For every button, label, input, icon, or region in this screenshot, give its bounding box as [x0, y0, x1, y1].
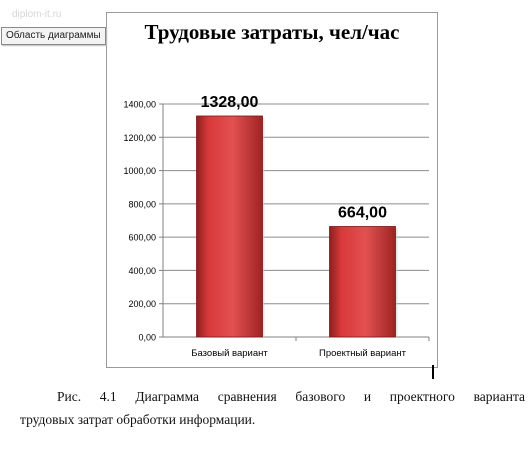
- caption-word: сравнения: [217, 389, 277, 404]
- figure-caption: Рис. 4.1 Диаграмма сравнения базового и проект…: [20, 385, 525, 431]
- caption-line-1: Рис. 4.1 Диаграмма сравнения базового и проект…: [20, 385, 525, 408]
- y-tick-label: 1000,00: [123, 166, 156, 176]
- y-tick-label: 200,00: [128, 299, 156, 309]
- text-cursor: [432, 365, 434, 379]
- bar-chart: 0,00 200,00 400,00 600,00 800,00 1000,00 1200,…: [123, 94, 430, 359]
- chart-area-tooltip: Область диаграммы: [1, 27, 106, 45]
- x-tick-label: Базовый вариант: [191, 348, 268, 359]
- data-label: 664,00: [338, 204, 387, 221]
- caption-word: 4.1: [99, 389, 117, 404]
- y-tick-label: 600,00: [128, 233, 156, 243]
- bar: [329, 226, 396, 338]
- y-tick-label: 400,00: [128, 266, 156, 276]
- caption-word: Диаграмма: [135, 389, 200, 404]
- caption-word: Рис.: [57, 389, 82, 404]
- y-tick-label: 1200,00: [123, 133, 156, 143]
- y-tick-label: 1400,00: [123, 100, 156, 110]
- x-tick-label: Проектный вариант: [319, 348, 407, 359]
- chart-area[interactable]: Трудовые затраты, чел/час 0,00 200,00 400,…: [106, 12, 438, 368]
- y-tick-label: 0,00: [138, 333, 156, 343]
- caption-word: проектного: [389, 389, 455, 404]
- watermark: diplom-it.ru: [12, 9, 62, 20]
- caption-line-2: трудовых затрат обработки информации.: [20, 412, 256, 427]
- chart-title: Трудовые затраты, чел/час: [144, 20, 400, 44]
- caption-word: варианта: [473, 389, 525, 404]
- bar: [196, 115, 263, 338]
- caption-word: базового: [295, 389, 346, 404]
- y-tick-label: 800,00: [128, 199, 156, 209]
- data-label: 1328,00: [201, 94, 259, 111]
- caption-word: и: [363, 389, 372, 404]
